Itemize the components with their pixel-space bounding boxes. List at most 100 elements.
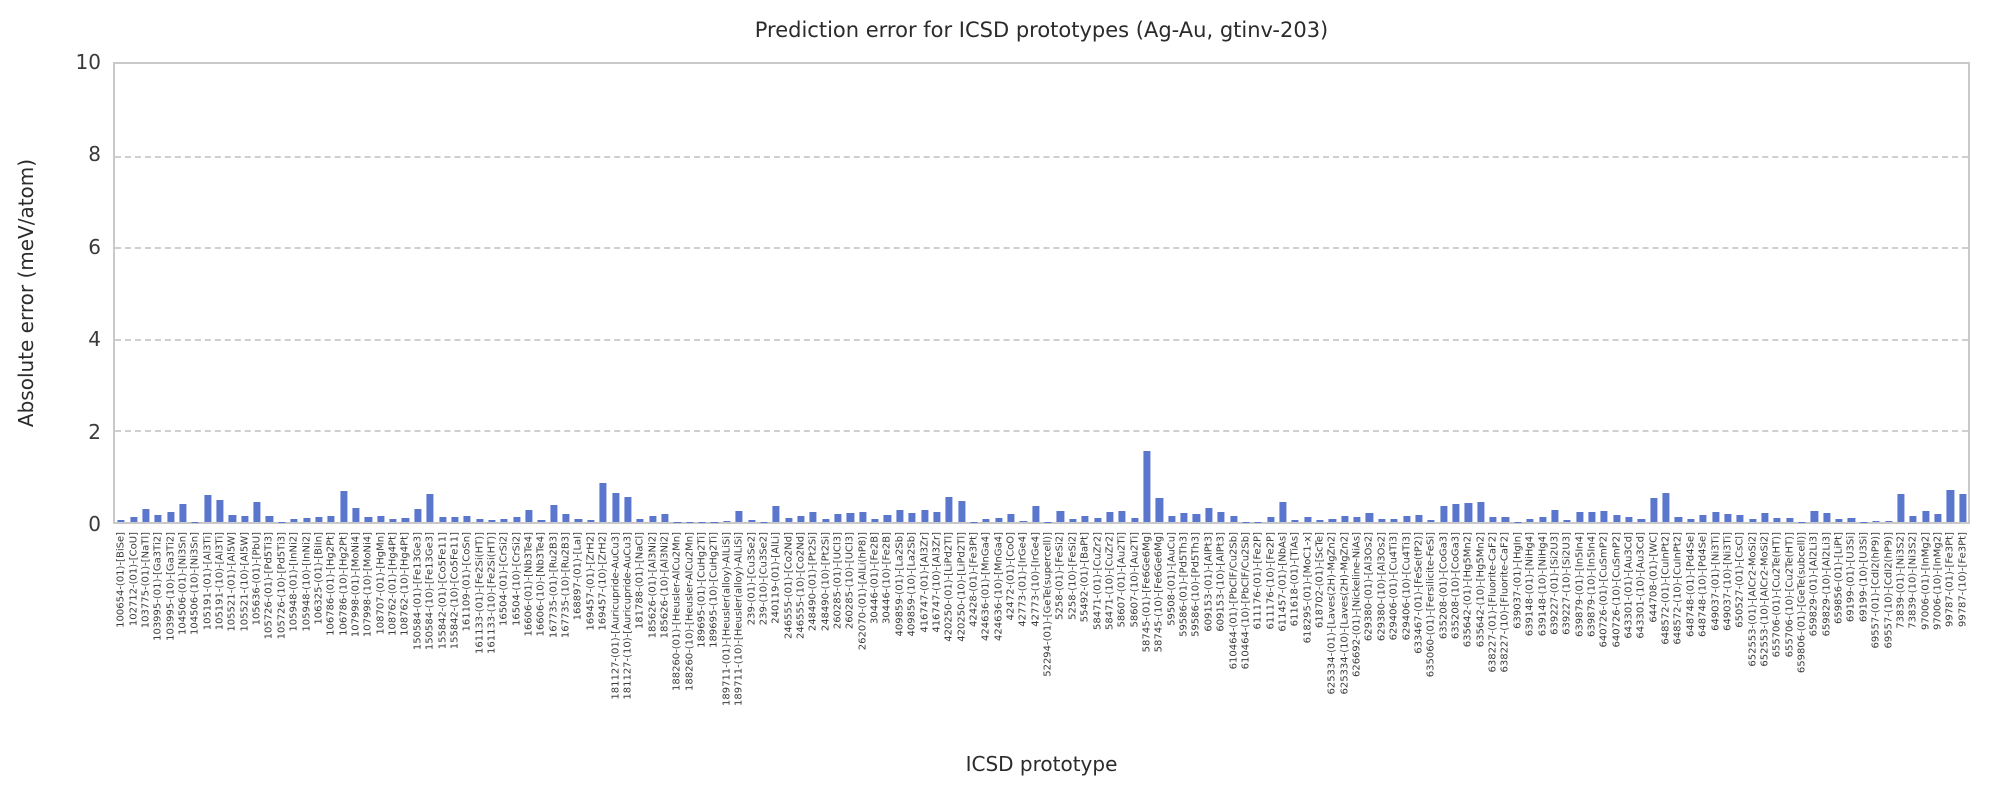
bar bbox=[253, 501, 261, 522]
x-tick-label: 640726-(10)-[CuSmP2] bbox=[1611, 532, 1623, 648]
x-tick-label: 629406-(10)-[Cu4Ti3] bbox=[1401, 532, 1413, 641]
bar bbox=[1304, 516, 1312, 522]
bar-slot: 105521-(01)-[Al5W] bbox=[226, 64, 238, 632]
bar-slot: 105191-(01)-[Al3Ti] bbox=[202, 64, 214, 630]
bar-slot: 99787-(10)-[Fe3Pt] bbox=[1957, 64, 1969, 627]
bar-slot: 16606-(01)-[Nb3Te4] bbox=[523, 64, 535, 636]
bar-slot: 424636-(10)-[MnGa4] bbox=[993, 64, 1005, 641]
bar bbox=[1625, 517, 1633, 522]
bar-slot: 103775-(01)-[NaTl] bbox=[140, 64, 152, 628]
bar-slot: 105521-(10)-[Al5W] bbox=[239, 64, 251, 632]
x-tick-label: 30446-(01)-[Fe2B] bbox=[869, 532, 881, 624]
bar bbox=[1538, 517, 1547, 522]
bar-slot: 246555-(10)-[Co2Nd] bbox=[795, 64, 807, 639]
x-tick-label: 106786-(01)-[Hg2Pt] bbox=[325, 532, 337, 636]
bar-slot: 643301-(01)-[Au3Cd] bbox=[1623, 64, 1635, 639]
x-tick-label: 625334-(01)-[Laves(2H)-MgZn2] bbox=[1326, 532, 1338, 695]
x-tick-label: 5258-(10)-[FeSi2] bbox=[1067, 532, 1079, 620]
bar bbox=[500, 519, 508, 522]
x-tick-label: 58471-(10)-[CuZr2] bbox=[1104, 532, 1116, 631]
y-tick-label: 8 bbox=[88, 142, 101, 167]
x-tick-label: 69199-(01)-[U3Si] bbox=[1845, 532, 1857, 623]
bar bbox=[1810, 510, 1818, 522]
bar bbox=[587, 520, 595, 522]
x-tick-label: 105191-(01)-[Al3Ti] bbox=[202, 532, 214, 631]
x-tick-label: 643301-(01)-[Au3Cd] bbox=[1623, 532, 1635, 639]
bar bbox=[401, 517, 410, 522]
bar bbox=[772, 506, 780, 522]
x-tick-label: 55492-(01)-[BaPt] bbox=[1079, 532, 1091, 623]
bar bbox=[340, 491, 348, 522]
bar bbox=[1477, 502, 1485, 522]
x-tick-label: 639879-(10)-[In5In4] bbox=[1586, 532, 1598, 638]
bar bbox=[883, 514, 892, 522]
bar bbox=[1291, 520, 1299, 522]
bar bbox=[1106, 512, 1114, 522]
bar bbox=[1341, 515, 1349, 522]
bar-slot: 106325-(01)-[BiIn] bbox=[313, 64, 325, 625]
bar-slot: 42472-(01)-[CoO] bbox=[1005, 64, 1017, 620]
gridline-y8 bbox=[115, 155, 1968, 158]
x-tick-label: 659856-(01)-[LiPt] bbox=[1833, 532, 1845, 625]
bar-slot: 652553-(10)-[AlCr2-MoSi2] bbox=[1759, 64, 1771, 667]
x-tick-label: 635642-(01)-[Hg5Mn2] bbox=[1462, 532, 1474, 648]
bar bbox=[1551, 509, 1559, 522]
bar bbox=[995, 517, 1003, 522]
bar-slot: 248490-(01)-[Pt2Si] bbox=[807, 64, 819, 631]
bar bbox=[1279, 501, 1287, 522]
bar-slot: 169457-(10)-[ZrH2] bbox=[597, 64, 609, 631]
x-tick-label: 659806-(01)-[GeTe(subcell)] bbox=[1796, 532, 1808, 674]
bar bbox=[352, 508, 360, 522]
bar-slot: 639148-(10)-[NiHg4] bbox=[1536, 64, 1548, 636]
x-tick-label: 73839-(10)-[Ni3S2] bbox=[1907, 532, 1919, 629]
bar-slot: 633467-(01)-[FeSe(tP2)] bbox=[1413, 64, 1425, 654]
bar-slot: 105191-(10)-[Al3Ti] bbox=[214, 64, 226, 630]
bar bbox=[364, 517, 372, 522]
x-tick-label: 649037-(01)-[Ni3Ti] bbox=[1710, 532, 1722, 631]
x-tick-label: 609153-(10)-[AlPt3] bbox=[1215, 532, 1227, 632]
bars-container: 100654-(01)-[BiSe] 102712-(01)-[CoU] 10377… bbox=[115, 64, 1969, 706]
x-tick-label: 189711-(01)-[Heusler(alloy)-AlLiSi] bbox=[721, 532, 733, 706]
bar-slot: 97006-(10)-[InMg2] bbox=[1932, 64, 1944, 630]
bar-slot: 103995-(10)-[Ga3Ti2] bbox=[164, 64, 176, 641]
x-tick-label: 611176-(01)-[Fe2P] bbox=[1252, 532, 1264, 630]
x-tick-label: 155842-(10)-[Co5Fe11] bbox=[449, 532, 461, 650]
x-tick-label: 102712-(01)-[CoU] bbox=[128, 532, 140, 627]
bar-slot: 639879-(01)-[In5In4] bbox=[1573, 64, 1585, 637]
bar bbox=[389, 519, 397, 522]
bar bbox=[1069, 518, 1077, 522]
chart-title: Prediction error for ICSD prototypes (Ag… bbox=[754, 18, 1329, 42]
x-tick-label: 239-(10)-[Cu3Se2] bbox=[758, 532, 770, 626]
bar-slot: 629406-(01)-[Cu4Ti3] bbox=[1388, 64, 1400, 640]
bar bbox=[1922, 510, 1930, 522]
x-tick-label: 150584-(01)-[Fe13Ge3] bbox=[412, 532, 424, 651]
bar bbox=[1402, 515, 1411, 522]
bar bbox=[1378, 518, 1386, 522]
bar-slot: 618702-(01)-[ScTe] bbox=[1314, 64, 1326, 628]
bar-slot: 97006-(01)-[InMg2] bbox=[1919, 64, 1931, 630]
bar-slot: 640726-(10)-[CuSmP2] bbox=[1610, 64, 1622, 648]
bar bbox=[1328, 519, 1336, 522]
bar-slot: 189695-(01)-[CuHg2Ti] bbox=[696, 64, 708, 648]
x-tick-label: 638227-(10)-[Fluorite-CaF2] bbox=[1499, 532, 1511, 673]
bar bbox=[1637, 519, 1645, 522]
x-tick-label: 648572-(01)-[CuInPt2] bbox=[1660, 532, 1672, 645]
bar-slot: 69557-(10)-[CdI2(hP9)] bbox=[1882, 64, 1894, 649]
bar-slot: 416747-(01)-[Al3Zr] bbox=[918, 64, 930, 633]
bar bbox=[1588, 512, 1596, 522]
bar-slot: 100654-(01)-[BiSe] bbox=[115, 64, 127, 628]
bar-slot: 105636-(01)-[PbU] bbox=[251, 64, 263, 625]
bar-slot: 69199-(01)-[U3Si] bbox=[1845, 64, 1857, 622]
bar-slot: 108762-(10)-[Hg4Pt] bbox=[399, 64, 411, 636]
bar-slot: 189711-(10)-[Heusler(alloy)-AlLiSi] bbox=[733, 64, 745, 706]
x-tick-label: 181127-(10)-[Auricupride-AuCu3] bbox=[622, 532, 634, 700]
bar bbox=[1736, 514, 1744, 522]
x-tick-label: 97006-(01)-[InMg2] bbox=[1920, 532, 1932, 630]
bar bbox=[1205, 508, 1213, 522]
bar-slot: 416747-(10)-[Al3Zr] bbox=[931, 64, 943, 633]
x-tick-label: 659829-(01)-[Al2Li3] bbox=[1808, 532, 1820, 637]
x-tick-label: 106325-(01)-[BiIn] bbox=[313, 532, 325, 625]
bar bbox=[1749, 519, 1757, 522]
bar bbox=[1773, 517, 1781, 522]
bar bbox=[463, 515, 471, 522]
